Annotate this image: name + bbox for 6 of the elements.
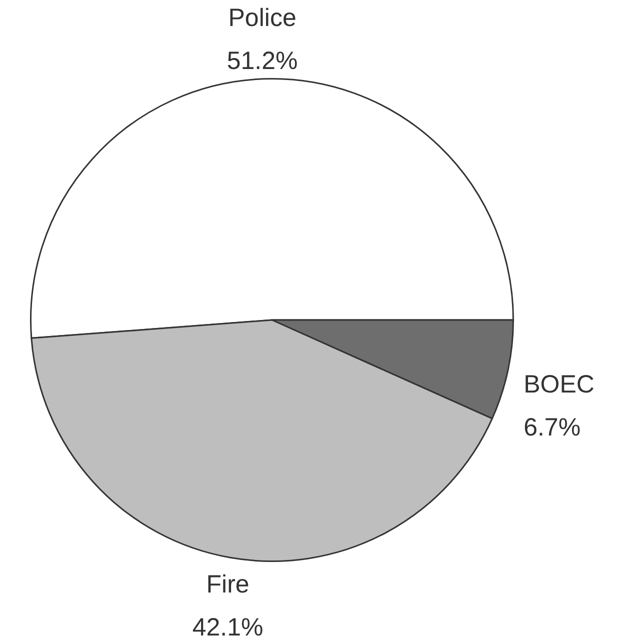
data-label: 42.1% bbox=[192, 613, 264, 637]
slice-label: Police bbox=[228, 4, 296, 32]
data-label: 6.7% bbox=[524, 414, 581, 442]
data-label: 51.2% bbox=[226, 46, 298, 75]
slice-label: Fire bbox=[206, 570, 250, 598]
slice-label: BOEC bbox=[524, 370, 594, 399]
